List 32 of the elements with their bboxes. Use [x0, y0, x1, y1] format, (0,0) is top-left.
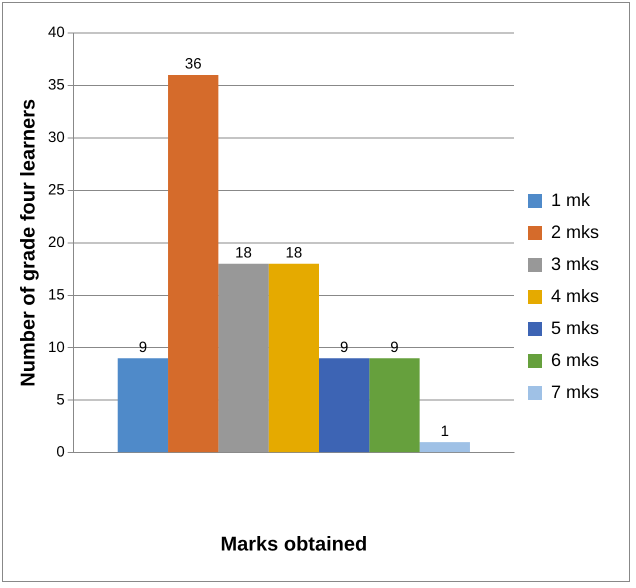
data-label: 18 — [235, 244, 252, 262]
y-tick-label: 35 — [48, 76, 65, 94]
legend-label: 2 mks — [550, 222, 600, 242]
data-label: 1 — [440, 422, 449, 440]
bar — [268, 264, 319, 452]
bar — [218, 264, 269, 452]
y-tick-label: 40 — [48, 24, 65, 42]
legend-label: 7 mks — [550, 382, 600, 402]
bar — [118, 358, 168, 452]
legend-label: 1 mk — [550, 190, 591, 210]
y-tick-label: 20 — [48, 234, 65, 251]
bar — [369, 358, 420, 452]
bar — [420, 442, 470, 452]
bar — [168, 74, 218, 452]
y-axis-title: Number of grade four learners — [18, 98, 40, 387]
y-tick-label: 30 — [48, 129, 65, 146]
legend-label: 5 mks — [550, 318, 600, 338]
data-label: 9 — [340, 338, 348, 356]
data-label: 9 — [138, 338, 148, 356]
x-axis-title: Marks obtained — [220, 534, 368, 556]
y-tick-label: 5 — [56, 391, 65, 408]
bar — [319, 358, 370, 452]
y-tick-label: 25 — [48, 181, 65, 198]
legend-label: 3 mks — [550, 254, 600, 274]
legend-label: 4 mks — [550, 286, 600, 306]
y-tick-label: 15 — [48, 286, 65, 304]
data-label: 18 — [285, 244, 302, 262]
y-tick-label: 0 — [56, 444, 65, 461]
data-label: 36 — [184, 56, 202, 73]
legend-label: 6 mks — [550, 350, 600, 370]
data-label: 9 — [390, 338, 399, 356]
y-tick-label: 10 — [48, 338, 65, 356]
